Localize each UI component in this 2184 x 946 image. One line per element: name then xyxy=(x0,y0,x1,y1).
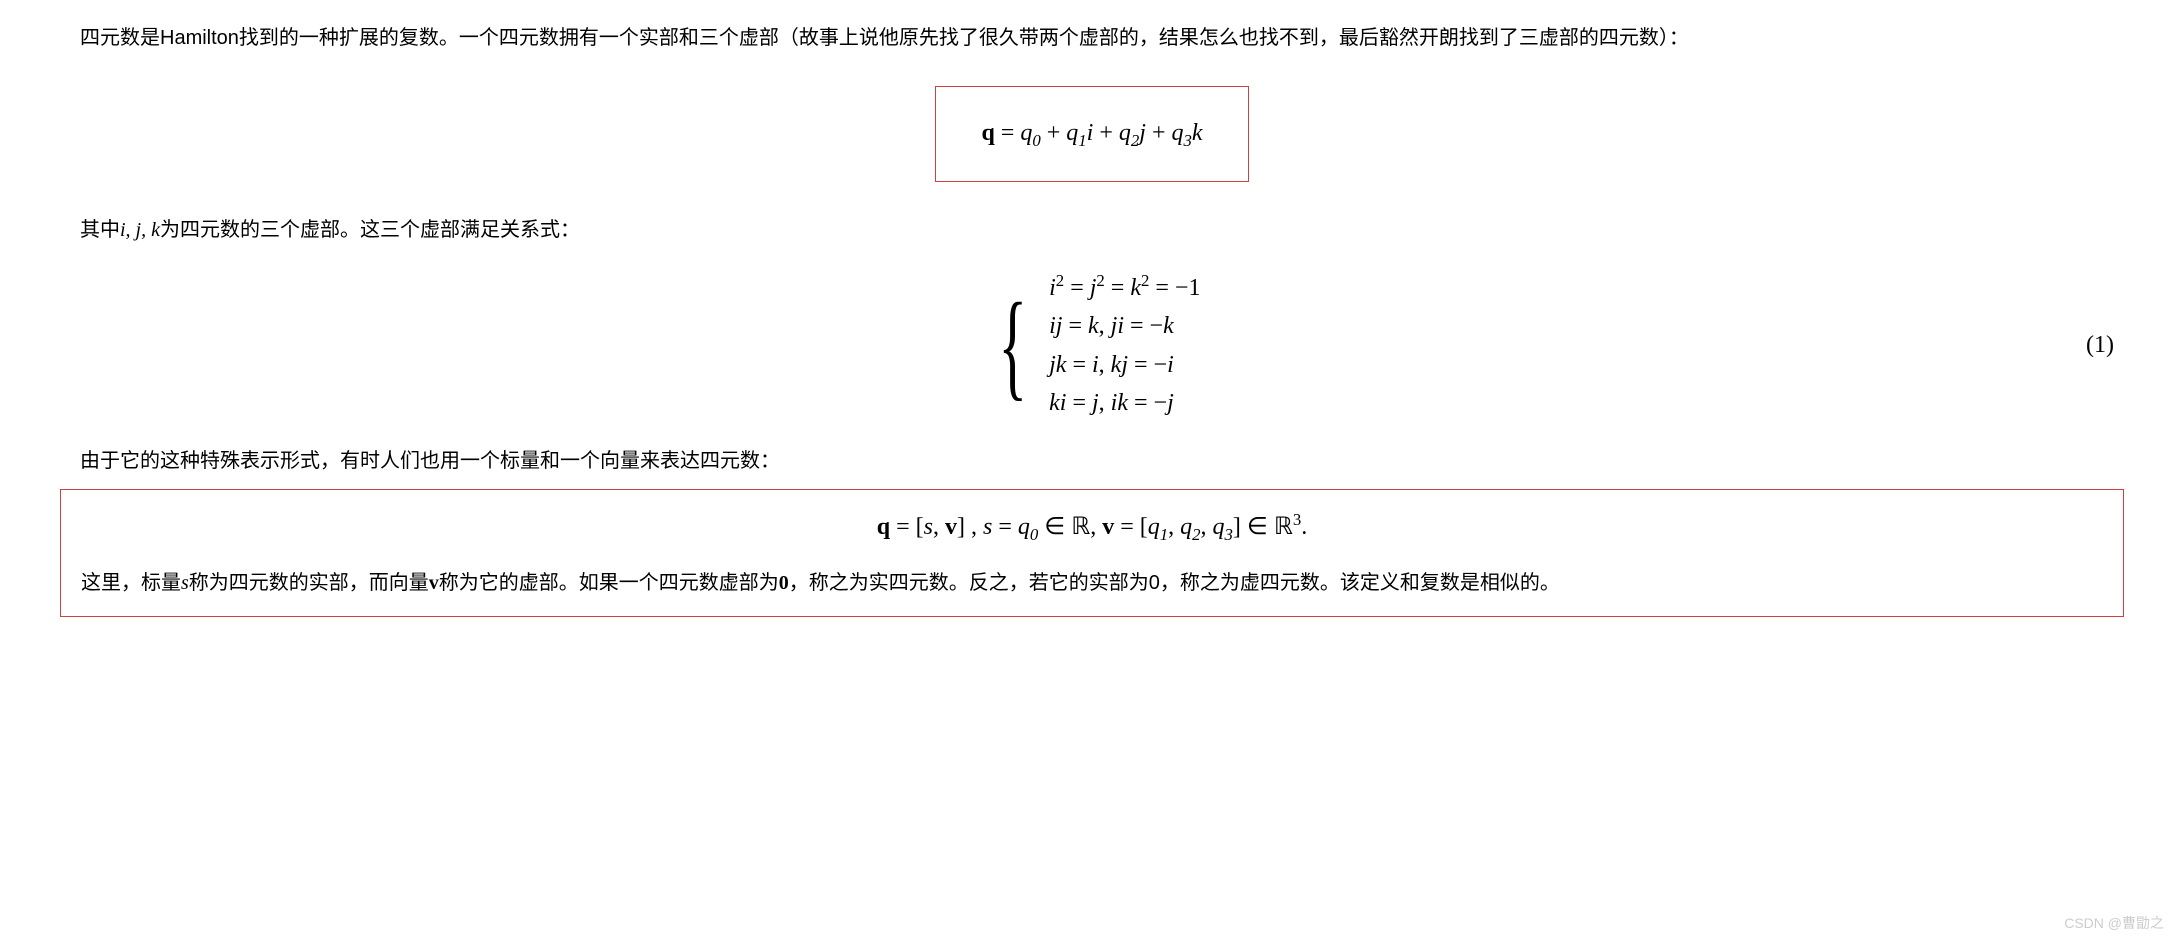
system-lines: i2 = j2 = k2 = −1 ij = k, ji = −k jk = i… xyxy=(1049,268,1200,423)
var-s: s xyxy=(924,514,933,540)
equation-number-1: (1) xyxy=(2086,324,2114,367)
var-q: q xyxy=(981,120,994,146)
text-p4-mid2: 称为它的虚部。如果一个四元数虚部为 xyxy=(439,572,779,594)
var-q2v: q2 xyxy=(1180,514,1200,540)
dot: . xyxy=(1301,514,1307,540)
var-q0: q0 xyxy=(1018,514,1038,540)
set-R3: ℝ3 xyxy=(1274,514,1301,540)
text-post: 为四元数的三个虚部。这三个虚部满足关系式： xyxy=(160,219,580,241)
plus-2: + xyxy=(1093,120,1119,146)
term-q2j: q2j xyxy=(1119,120,1146,146)
var-q2: q xyxy=(877,514,890,540)
set-R: ℝ xyxy=(1071,514,1090,540)
in1: ∈ xyxy=(1038,514,1071,540)
c1: , xyxy=(1168,514,1180,540)
system-line-3: jk = i, kj = −i xyxy=(1049,346,1200,384)
var-q3: q3 xyxy=(1213,514,1233,540)
term-q0: q0 xyxy=(1020,120,1040,146)
boxed-equation-1: q = q0 + q1i + q2j + q3k xyxy=(935,86,1248,182)
c2: , xyxy=(1201,514,1213,540)
var-v: v xyxy=(945,514,957,540)
paragraph-scalar-vector: 由于它的这种特殊表示形式，有时人们也用一个标量和一个向量来表达四元数： xyxy=(40,443,2144,479)
close2: ] ∈ xyxy=(1233,514,1274,540)
text-p4-mid1: 称为四元数的实部，而向量 xyxy=(189,572,429,594)
intro-paragraph: 四元数是Hamilton找到的一种扩展的复数。一个四元数拥有一个实部和三个虚部（… xyxy=(40,20,2144,56)
eq2: = xyxy=(992,514,1018,540)
text-pre: 其中 xyxy=(80,219,120,241)
var-s2: s xyxy=(983,514,992,540)
paragraph-imaginary-parts: 其中i, j, k为四元数的三个虚部。这三个虚部满足关系式： xyxy=(40,212,2144,248)
text-p4-pre: 这里，标量 xyxy=(81,572,181,594)
text-p4-mid3: ，称之为实四元数。反之，若它的实部为0，称之为虚四元数。该定义和复数是相似的。 xyxy=(789,572,1560,594)
eq-open: = [ xyxy=(890,514,924,540)
term-q3k: q3k xyxy=(1172,120,1203,146)
eq3: = [ xyxy=(1114,514,1148,540)
left-brace-icon: { xyxy=(998,291,1027,399)
close1: ] , xyxy=(957,514,983,540)
brace-system: { i2 = j2 = k2 = −1 ij = k, ji = −k jk =… xyxy=(984,268,1201,423)
plus-1: + xyxy=(1041,120,1067,146)
paragraph-real-imaginary: 这里，标量s称为四元数的实部，而向量v称为它的虚部。如果一个四元数虚部为0，称之… xyxy=(81,565,2103,601)
var-s-inline: s xyxy=(181,572,189,594)
system-line-4: ki = j, ik = −j xyxy=(1049,384,1200,422)
zero-bold: 0 xyxy=(779,572,789,594)
system-line-1: i2 = j2 = k2 = −1 xyxy=(1049,268,1200,307)
equation-system-row: { i2 = j2 = k2 = −1 ij = k, ji = −k jk =… xyxy=(40,268,2144,423)
system-line-2: ij = k, ji = −k xyxy=(1049,307,1200,345)
boxed-block-2: q = [s, v] , s = q0 ∈ ℝ, v = [q1, q2, q3… xyxy=(60,489,2124,617)
var-q1: q1 xyxy=(1148,514,1168,540)
watermark: CSDN @曹勖之 xyxy=(2064,911,2164,936)
var-v2: v xyxy=(1102,514,1114,540)
equation-scalar-vector: q = [s, v] , s = q0 ∈ ℝ, v = [q1, q2, q3… xyxy=(81,505,2103,550)
equation-quaternion-definition: q = q0 + q1i + q2j + q3k xyxy=(40,86,2144,182)
comma1: , xyxy=(933,514,945,540)
var-v-inline: v xyxy=(429,572,439,594)
term-q1i: q1i xyxy=(1066,120,1093,146)
var-ijk: i, j, k xyxy=(120,219,160,241)
comma2: , xyxy=(1090,514,1102,540)
eq-sign: = xyxy=(995,120,1021,146)
plus-3: + xyxy=(1146,120,1172,146)
